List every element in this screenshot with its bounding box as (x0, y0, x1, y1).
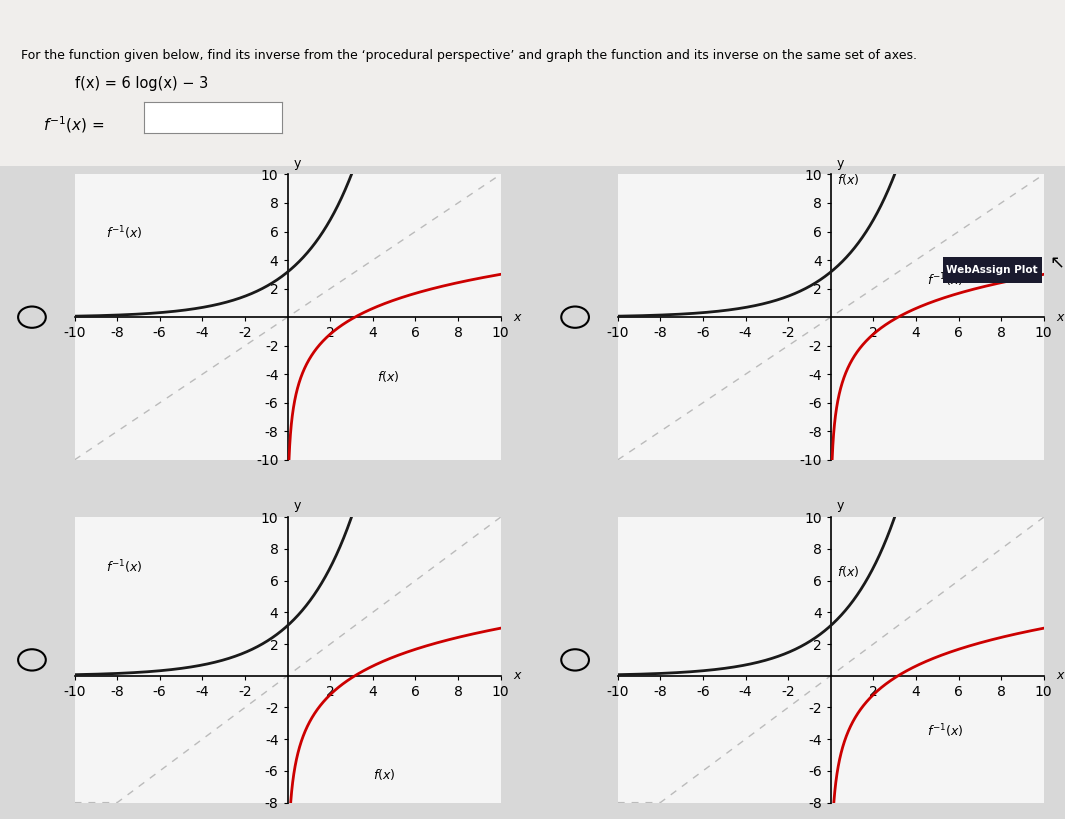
Text: $f(x)$: $f(x)$ (837, 173, 859, 188)
Text: WebAssign Plot: WebAssign Plot (946, 265, 1038, 275)
Text: y: y (837, 500, 845, 513)
Text: For the function given below, find its inverse from the ‘procedural perspective’: For the function given below, find its i… (21, 49, 917, 62)
Text: $f^{-1}(x)$: $f^{-1}(x)$ (106, 559, 143, 577)
Text: f(x) = 6 log(x) − 3: f(x) = 6 log(x) − 3 (75, 76, 208, 91)
Text: $f^{-1}(x)$: $f^{-1}(x)$ (927, 272, 963, 289)
Text: x: x (513, 310, 521, 324)
Text: y: y (294, 157, 301, 170)
Text: x: x (1056, 310, 1064, 324)
Text: ↖: ↖ (1049, 254, 1064, 272)
Text: ≡  webassign.net/web/Student/Assignment-Responses/submit?dep=35872543&tags=autos: ≡ webassign.net/web/Student/Assignment-R… (239, 15, 826, 25)
Text: x: x (1056, 669, 1064, 682)
Text: $f(x)$: $f(x)$ (837, 563, 859, 579)
Text: $f^{-1}(x)$: $f^{-1}(x)$ (927, 722, 963, 740)
Text: $f(x)$: $f(x)$ (377, 369, 399, 384)
Text: $f(x)$: $f(x)$ (373, 767, 395, 782)
Text: $f^{-1}(x)$ =: $f^{-1}(x)$ = (43, 115, 104, 135)
Text: x: x (513, 669, 521, 682)
Text: $f^{-1}(x)$: $f^{-1}(x)$ (106, 224, 143, 242)
Text: y: y (294, 500, 301, 513)
Text: y: y (837, 157, 845, 170)
